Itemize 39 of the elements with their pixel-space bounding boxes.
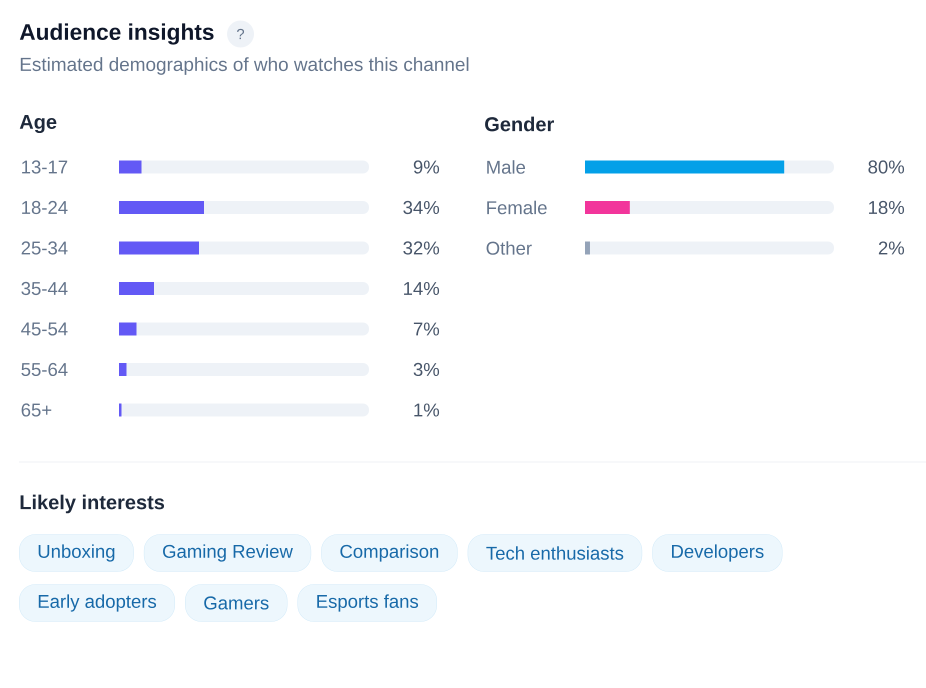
data-label: 34% — [403, 200, 440, 214]
text: Esports fans — [317, 594, 418, 612]
y-tick-label: 25-34 — [22, 241, 68, 255]
bar — [119, 403, 122, 416]
data-label: 9% — [414, 160, 440, 174]
chart-title: Age — [20, 115, 56, 133]
text: Developers — [672, 544, 764, 562]
text: Gamers — [204, 596, 269, 610]
y-tick-label: Male — [487, 160, 526, 174]
y-tick-label: 45-54 — [21, 322, 68, 336]
data-label: 7% — [414, 322, 440, 336]
chart-title: Gender — [485, 116, 554, 132]
y-tick-label: 18-24 — [22, 200, 68, 214]
text: Gaming Review — [163, 544, 293, 562]
data-label: 32% — [403, 241, 440, 255]
y-tick-label: 55-64 — [21, 362, 68, 376]
text: Early adopters — [38, 594, 156, 612]
bar — [119, 160, 142, 174]
data-label: 3% — [414, 362, 440, 376]
y-tick-label: Female — [487, 200, 547, 214]
y-tick-label: 13-17 — [22, 160, 68, 174]
y-tick-label: 35-44 — [21, 282, 68, 296]
bar — [119, 282, 154, 295]
text: Unboxing — [38, 544, 114, 562]
data-label: 2% — [878, 241, 904, 255]
text: Audience insights — [20, 23, 214, 45]
text: ? — [237, 28, 244, 40]
y-tick-label: 65+ — [22, 403, 52, 417]
text: Tech enthusiasts — [486, 546, 624, 560]
data-label: 18% — [869, 200, 904, 214]
text: Estimated demographics of who watches this channel — [20, 57, 468, 75]
text: Comparison — [340, 544, 438, 562]
bar — [119, 322, 136, 336]
data-label: 1% — [414, 404, 440, 416]
bar — [119, 362, 126, 376]
y-tick-label: Other — [486, 241, 532, 255]
data-label: 14% — [404, 282, 440, 295]
text: Likely interests — [20, 494, 164, 514]
data-label: 80% — [868, 160, 904, 174]
